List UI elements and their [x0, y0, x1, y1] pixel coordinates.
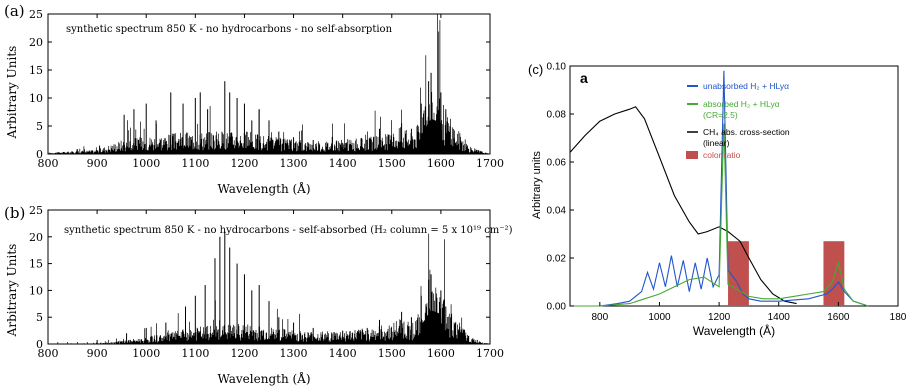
- x-tick-label: 1300: [280, 157, 308, 170]
- x-tick-label: 1200: [230, 347, 258, 360]
- color-ratio-bar: [728, 241, 749, 306]
- y-tick-label: 0.02: [547, 254, 567, 265]
- x-tick-label: 1400: [768, 312, 791, 323]
- x-tick-label: 1500: [378, 347, 406, 360]
- panel-c-tag: (c): [528, 62, 543, 77]
- x-tick-label: 1400: [329, 157, 357, 170]
- x-tick-label: 1700: [476, 347, 504, 360]
- y-tick-label: 20: [29, 231, 43, 244]
- legend-label-unabsorbed: unabsorbed H₂ + HLyα: [703, 81, 789, 91]
- panel-a: (a) synthetic spectrum 850 K - no hydroc…: [4, 2, 504, 196]
- panel-b-annotation: synthetic spectrum 850 K - no hydrocarbo…: [64, 225, 513, 236]
- y-tick-label: 0.06: [547, 158, 567, 169]
- y-tick-label: 25: [29, 8, 43, 21]
- y-tick-label: 15: [29, 64, 43, 77]
- legend-label-ch4: CH₄ abs. cross-section: [703, 127, 790, 137]
- x-tick-label: 800: [38, 157, 59, 170]
- y-tick-label: 10: [29, 284, 43, 297]
- legend-label-color-ratio: color ratio: [703, 150, 741, 160]
- panel-c: (c) a Arbitrary units Wavelength (Å) 800…: [528, 62, 907, 339]
- y-tick-label: 15: [29, 258, 43, 271]
- x-tick-label: 800: [591, 312, 608, 323]
- x-tick-label: 1200: [230, 157, 258, 170]
- x-tick-label: 1600: [427, 157, 455, 170]
- x-tick-label: 800: [38, 347, 59, 360]
- x-tick-label: 1100: [181, 157, 209, 170]
- series-line: [570, 70, 869, 307]
- panel-c-legend: unabsorbed H₂ + HLyα absorbed H₂ + HLyα …: [686, 81, 790, 160]
- x-tick-label: 900: [87, 347, 108, 360]
- legend-swatch-color-ratio: [686, 151, 698, 159]
- x-tick-label: 1600: [827, 312, 850, 323]
- x-tick-label: 1000: [132, 347, 160, 360]
- x-tick-label: 1200: [708, 312, 731, 323]
- panel-a-tag: (a): [4, 2, 25, 20]
- x-tick-label: 1300: [280, 347, 308, 360]
- y-tick-label: 0.00: [547, 302, 567, 313]
- y-tick-label: 0: [36, 148, 43, 161]
- y-tick-label: 25: [29, 204, 43, 217]
- legend-label-absorbed: absorbed H₂ + HLyα: [703, 99, 780, 109]
- x-tick-label: 900: [87, 157, 108, 170]
- y-tick-label: 5: [36, 311, 43, 324]
- panel-b-xlabel: Wavelength (Å): [217, 371, 310, 386]
- panel-a-annotation: synthetic spectrum 850 K - no hydrocarbo…: [66, 24, 393, 35]
- y-tick-label: 0.08: [547, 110, 567, 121]
- x-tick-label: 1000: [648, 312, 671, 323]
- panel-a-ylabel: Arbitrary Units: [5, 46, 19, 140]
- legend-sublabel-absorbed: (CR=2.5): [703, 110, 738, 120]
- y-tick-label: 10: [29, 92, 43, 105]
- panel-c-inner-label: a: [580, 70, 588, 86]
- y-tick-label: 0.04: [547, 206, 567, 217]
- panel-b-tag: (b): [4, 204, 25, 222]
- series-line: [570, 123, 869, 307]
- x-tick-label: 180: [890, 312, 907, 323]
- series-line: [569, 106, 797, 305]
- panel-a-xlabel: Wavelength (Å): [217, 181, 310, 196]
- panel-b-ylabel: Arbitrary Units: [5, 244, 19, 338]
- x-tick-label: 1000: [132, 157, 160, 170]
- panel-c-ylabel: Arbitrary units: [531, 151, 543, 219]
- legend-sublabel-ch4: (linear): [703, 138, 730, 148]
- panel-b: (b) synthetic spectrum 850 K - no hydroc…: [4, 204, 513, 386]
- x-tick-label: 1500: [378, 157, 406, 170]
- x-tick-label: 1600: [427, 347, 455, 360]
- color-ratio-bar: [823, 241, 845, 306]
- x-tick-label: 1400: [329, 347, 357, 360]
- panel-c-xlabel: Wavelength (Å): [693, 323, 775, 338]
- x-tick-label: 1100: [181, 347, 209, 360]
- x-tick-label: 1700: [476, 157, 504, 170]
- y-tick-label: 5: [36, 120, 43, 133]
- y-tick-label: 0.10: [547, 62, 567, 73]
- y-tick-label: 0: [36, 338, 43, 351]
- y-tick-label: 20: [29, 36, 43, 49]
